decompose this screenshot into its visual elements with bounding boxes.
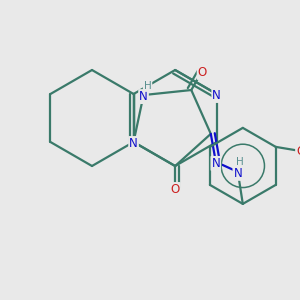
Text: N: N <box>129 137 138 150</box>
Text: N: N <box>233 167 242 180</box>
Text: N: N <box>212 157 220 170</box>
Text: O: O <box>198 66 207 79</box>
Text: O: O <box>296 145 300 158</box>
Text: O: O <box>170 183 180 196</box>
Text: N: N <box>212 89 221 102</box>
Text: H: H <box>144 81 152 91</box>
Text: N: N <box>139 90 148 103</box>
Text: H: H <box>236 157 244 167</box>
